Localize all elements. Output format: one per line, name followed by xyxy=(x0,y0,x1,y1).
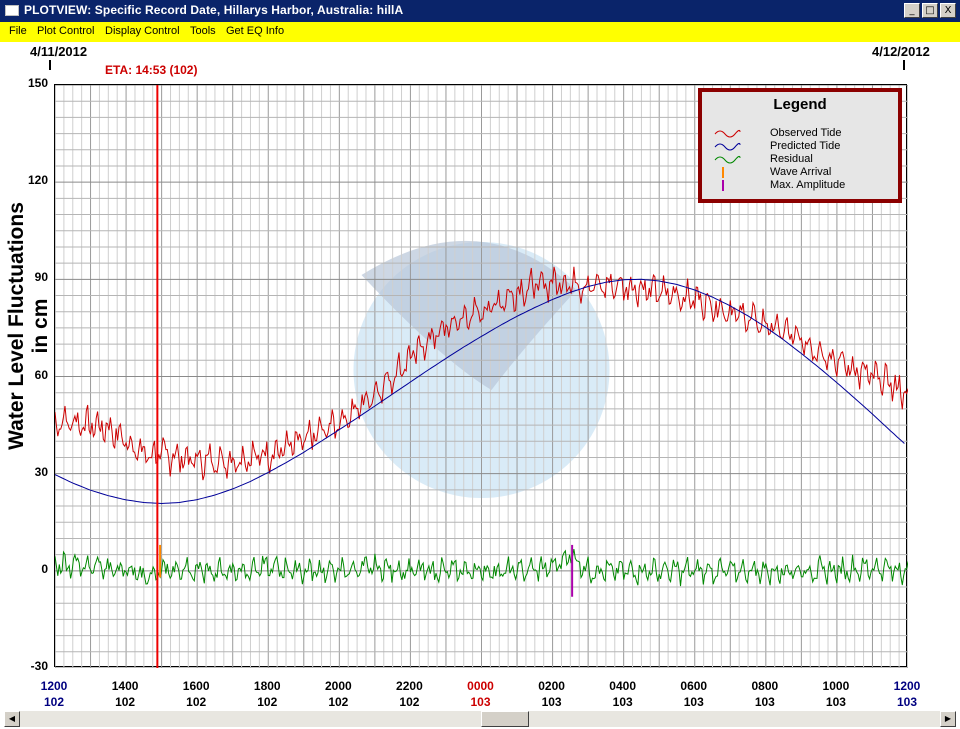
legend-entry-residual: Residual xyxy=(712,153,892,166)
start-date-label: 4/11/2012 xyxy=(30,44,88,59)
end-date-tick xyxy=(903,60,905,70)
start-date-tick xyxy=(49,60,51,70)
legend-entry-wave-arrival: Wave Arrival xyxy=(712,166,892,179)
scroll-thumb[interactable] xyxy=(481,711,529,727)
y-tick-label: 120 xyxy=(27,173,48,188)
x-tick-day-label: 102 xyxy=(186,695,207,709)
horizontal-scrollbar[interactable]: ◀ ▶ xyxy=(4,711,956,727)
x-tick-time-label: 0000 xyxy=(467,679,494,693)
menu-bar: File Plot Control Display Control Tools … xyxy=(0,22,960,42)
x-tick-day-label: 102 xyxy=(257,695,278,709)
series-residual xyxy=(55,549,908,587)
x-tick-day-label: 103 xyxy=(754,695,775,709)
legend-symbol xyxy=(722,180,724,191)
y-tick-label: 30 xyxy=(34,464,48,479)
close-button[interactable]: X xyxy=(940,3,956,18)
legend-entry-max-amplitude: Max. Amplitude xyxy=(712,179,892,192)
menu-tools[interactable]: Tools xyxy=(190,25,216,37)
y-axis-label: Water Level Fluctuations in cm xyxy=(5,202,52,450)
x-tick-time-label: 1400 xyxy=(111,679,139,693)
x-tick-day-label: 103 xyxy=(612,695,633,709)
x-tick-day-label: 103 xyxy=(541,695,562,709)
legend: Legend Observed Tide Predicted Tide Resi… xyxy=(698,88,902,203)
x-tick-day-label: 103 xyxy=(683,695,704,709)
y-tick-label: 0 xyxy=(41,561,48,576)
x-tick-time-label: 1800 xyxy=(253,679,281,693)
legend-wave-mark xyxy=(714,142,741,151)
x-tick-time-label: 1200 xyxy=(893,679,921,693)
scroll-left-button[interactable]: ◀ xyxy=(4,711,20,727)
legend-symbol xyxy=(714,155,741,164)
legend-symbol xyxy=(714,142,741,151)
legend-label: Max. Amplitude xyxy=(770,179,846,191)
window-title: PLOTVIEW: Specific Record Date, Hillarys… xyxy=(24,3,404,17)
x-tick-time-label: 0400 xyxy=(609,679,636,693)
minimize-button[interactable]: _ xyxy=(904,3,920,18)
x-tick-time-label: 0800 xyxy=(751,679,779,693)
legend-entry-observed: Observed Tide xyxy=(712,127,892,140)
legend-title: Legend xyxy=(773,96,827,113)
legend-symbol xyxy=(722,167,724,178)
maximize-button[interactable]: □ xyxy=(922,3,938,18)
x-tick-day-label: 103 xyxy=(896,695,918,709)
y-tick-label: -30 xyxy=(30,659,48,673)
legend-symbol xyxy=(714,129,741,138)
menu-file[interactable]: File xyxy=(9,25,27,37)
x-tick-day-label: 103 xyxy=(470,695,491,709)
window-controls: _ □ X xyxy=(904,3,956,18)
legend-entry-predicted: Predicted Tide xyxy=(712,140,892,153)
legend-label: Residual xyxy=(770,153,813,165)
x-tick-day-label: 102 xyxy=(43,695,65,709)
title-bar: PLOTVIEW: Specific Record Date, Hillarys… xyxy=(0,0,960,22)
legend-wave-mark xyxy=(714,129,741,138)
app-icon xyxy=(5,5,19,16)
legend-label: Observed Tide xyxy=(770,127,842,139)
x-tick-time-label: 2200 xyxy=(396,679,423,693)
y-tick-label: 90 xyxy=(34,270,48,285)
menu-display-control[interactable]: Display Control xyxy=(105,25,180,37)
eta-label: ETA: 14:53 (102) xyxy=(105,63,198,77)
x-tick-time-label: 2000 xyxy=(324,679,352,693)
series-predicted-tide xyxy=(55,278,905,505)
menu-get-eq-info[interactable]: Get EQ Info xyxy=(226,25,285,37)
legend-wave-mark xyxy=(714,155,741,164)
x-tick-day-label: 103 xyxy=(825,695,846,709)
x-tick-day-label: 102 xyxy=(115,695,136,709)
x-tick-time-label: 1600 xyxy=(182,679,210,693)
y-tick-label: 60 xyxy=(34,367,48,382)
x-tick-day-label: 102 xyxy=(399,695,420,709)
x-tick-time-label: 0200 xyxy=(538,679,565,693)
x-tick-time-label: 1200 xyxy=(40,679,68,693)
x-tick-time-label: 1000 xyxy=(822,679,850,693)
noaa-logo-bird xyxy=(361,240,577,391)
legend-label: Predicted Tide xyxy=(770,140,841,152)
series-observed-tide xyxy=(55,266,908,481)
scroll-right-button[interactable]: ▶ xyxy=(940,711,956,727)
legend-label: Wave Arrival xyxy=(770,166,832,178)
menu-plot-control[interactable]: Plot Control xyxy=(37,25,95,37)
x-tick-day-label: 102 xyxy=(328,695,349,709)
end-date-label: 4/12/2012 xyxy=(872,44,930,59)
x-tick-time-label: 0600 xyxy=(680,679,708,693)
tide-chart xyxy=(55,85,908,668)
y-tick-label: 150 xyxy=(27,76,48,90)
